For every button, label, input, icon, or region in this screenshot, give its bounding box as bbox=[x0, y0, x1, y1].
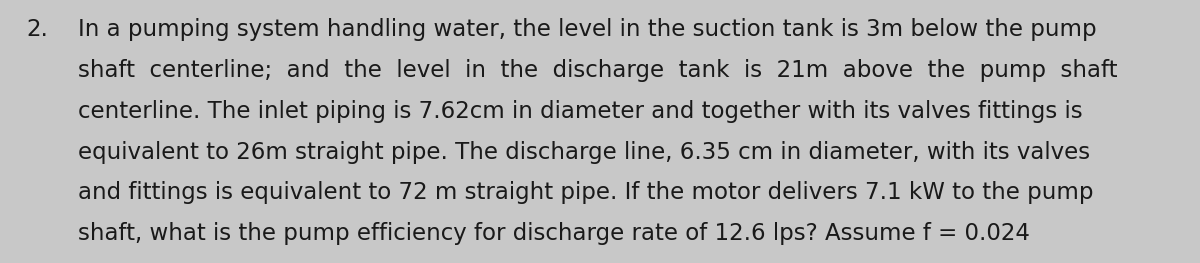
Text: 2.: 2. bbox=[26, 18, 48, 41]
Text: shaft  centerline;  and  the  level  in  the  discharge  tank  is  21m  above  t: shaft centerline; and the level in the d… bbox=[78, 59, 1117, 82]
Text: and fittings is equivalent to 72 m straight pipe. If the motor delivers 7.1 kW t: and fittings is equivalent to 72 m strai… bbox=[78, 181, 1093, 204]
Text: centerline. The inlet piping is 7.62cm in diameter and together with its valves : centerline. The inlet piping is 7.62cm i… bbox=[78, 100, 1082, 123]
Text: equivalent to 26m straight pipe. The discharge line, 6.35 cm in diameter, with i: equivalent to 26m straight pipe. The dis… bbox=[78, 141, 1090, 164]
Text: shaft, what is the pump efficiency for discharge rate of 12.6 lps? Assume f = 0.: shaft, what is the pump efficiency for d… bbox=[78, 222, 1030, 245]
Text: In a pumping system handling water, the level in the suction tank is 3m below th: In a pumping system handling water, the … bbox=[78, 18, 1097, 41]
